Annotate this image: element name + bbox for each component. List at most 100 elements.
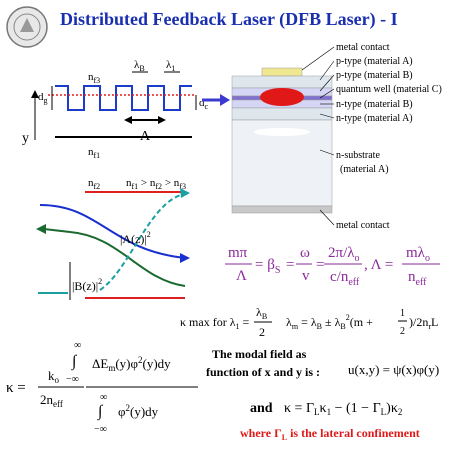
text: κ = Γ <box>284 401 314 416</box>
coupling-equation: κ = ΓLκ1 − (1 − ΓL)κ2 <box>284 401 402 417</box>
logo <box>6 6 48 48</box>
leader-lines <box>301 46 335 226</box>
text: ∫ <box>97 403 104 421</box>
svg-text:2neff: 2neff <box>40 392 63 409</box>
text: B <box>340 322 345 331</box>
text: ω <box>300 245 310 261</box>
text: L <box>431 315 438 329</box>
label: Λ <box>140 129 151 144</box>
text: f1 <box>94 151 101 160</box>
text: where Γ <box>240 426 282 440</box>
text: ∞ <box>74 340 81 351</box>
text: 2 <box>400 326 405 337</box>
text: o <box>425 253 430 264</box>
modal-text: function of x and y is : <box>206 365 320 379</box>
layer-label: metal contact <box>336 42 390 53</box>
text: f1 <box>132 182 139 191</box>
text: λ <box>286 315 292 329</box>
text: L <box>381 407 387 417</box>
text: B <box>262 312 267 321</box>
text: L <box>314 407 320 417</box>
axis-label: y <box>22 131 29 146</box>
svg-text:λB: λB <box>256 305 267 321</box>
layer-label: p-type (material B) <box>336 70 413 81</box>
text: B <box>139 64 144 73</box>
svg-text:neff: neff <box>408 269 427 288</box>
label: nf1 <box>88 146 100 160</box>
mode-label: |A(z)|2 <box>120 230 151 246</box>
coupling-and: and <box>250 401 273 416</box>
phase-equation: mπ Λ = βS = ω v = 2π/λo c/neff , Λ = mλo… <box>228 245 430 288</box>
text: n <box>88 146 94 158</box>
text: = <box>316 257 324 273</box>
text: m <box>292 322 299 331</box>
layer-label: (material A) <box>340 164 389 175</box>
text: S <box>275 265 281 276</box>
text: m <box>108 363 115 373</box>
label: dg <box>38 91 48 105</box>
svg-text:2π/λo: 2π/λo <box>328 245 360 264</box>
layer-label: metal contact <box>336 220 390 231</box>
text: κ max for λ <box>180 315 236 329</box>
modal-text: The modal field as <box>212 347 307 361</box>
label: nf3 <box>88 71 100 85</box>
svg-text:κ max for λ1 =: κ max for λ1 = <box>180 315 250 331</box>
kappa-equation: κ = ko 2neff ∞ ∫ −∞ ΔEm(y)φ2(y)dy ∞ ∫ −∞… <box>6 340 198 435</box>
text: n <box>126 177 132 189</box>
text: λ <box>166 59 172 71</box>
svg-text:= βS: = βS <box>255 257 280 276</box>
text: = β <box>255 257 275 273</box>
label: dc <box>199 97 209 111</box>
label: nf2 <box>88 177 100 191</box>
text: = <box>240 315 250 329</box>
note: where ΓL is the lateral confinement <box>240 426 420 442</box>
mode-label: |B(z)|2 <box>72 277 102 293</box>
text: , Λ = <box>364 257 393 273</box>
label: λ1 <box>166 59 175 73</box>
max-equation: κ max for λ1 = λB 2 λm = λB ± λB2(m + 1 … <box>180 305 438 339</box>
text: ∞ <box>100 392 107 403</box>
text: c/n <box>330 269 349 285</box>
text: 1 <box>327 407 332 417</box>
svg-text:c/neff: c/neff <box>330 269 360 288</box>
text: > n <box>162 177 180 189</box>
text: κ <box>320 401 327 416</box>
text: 2 <box>346 313 350 322</box>
text: c <box>205 102 209 111</box>
text: > n <box>138 177 156 189</box>
text: n <box>408 269 416 285</box>
text: f2 <box>155 182 162 191</box>
text: is the lateral confinement <box>287 426 420 440</box>
layer-label: n-type (material A) <box>336 113 413 124</box>
layer-label: n-substrate <box>336 150 380 161</box>
text: (y)dy <box>143 356 172 371</box>
text: λ <box>256 305 262 319</box>
text: − (1 − Γ <box>331 401 381 416</box>
text: mλ <box>406 245 426 261</box>
text: f3 <box>94 76 101 85</box>
label: nf1 > nf2 > nf3 <box>126 177 186 191</box>
text: L <box>282 433 287 442</box>
text: n <box>88 71 94 83</box>
title: Distributed Feedback Laser (DFB Laser) -… <box>60 9 398 30</box>
text: = <box>286 257 294 273</box>
text: φ <box>118 404 126 419</box>
text: f3 <box>179 182 186 191</box>
text: (y)φ <box>115 356 138 371</box>
text: ) <box>409 315 413 329</box>
text: B <box>317 322 322 331</box>
text: n <box>88 177 94 189</box>
text: 1 <box>400 308 405 319</box>
layer-label: p-type (material A) <box>336 56 413 67</box>
text: f2 <box>94 182 101 191</box>
text: 2 <box>138 355 143 365</box>
text: ∫ <box>71 353 78 371</box>
text: eff <box>348 277 360 288</box>
svg-text:ΔEm(y)φ2(y)dy: ΔEm(y)φ2(y)dy <box>92 355 171 373</box>
svg-text:ko: ko <box>48 368 60 385</box>
grating <box>31 71 197 140</box>
text: −∞ <box>66 374 79 385</box>
text: = λ <box>298 315 317 329</box>
text: k <box>48 368 55 383</box>
